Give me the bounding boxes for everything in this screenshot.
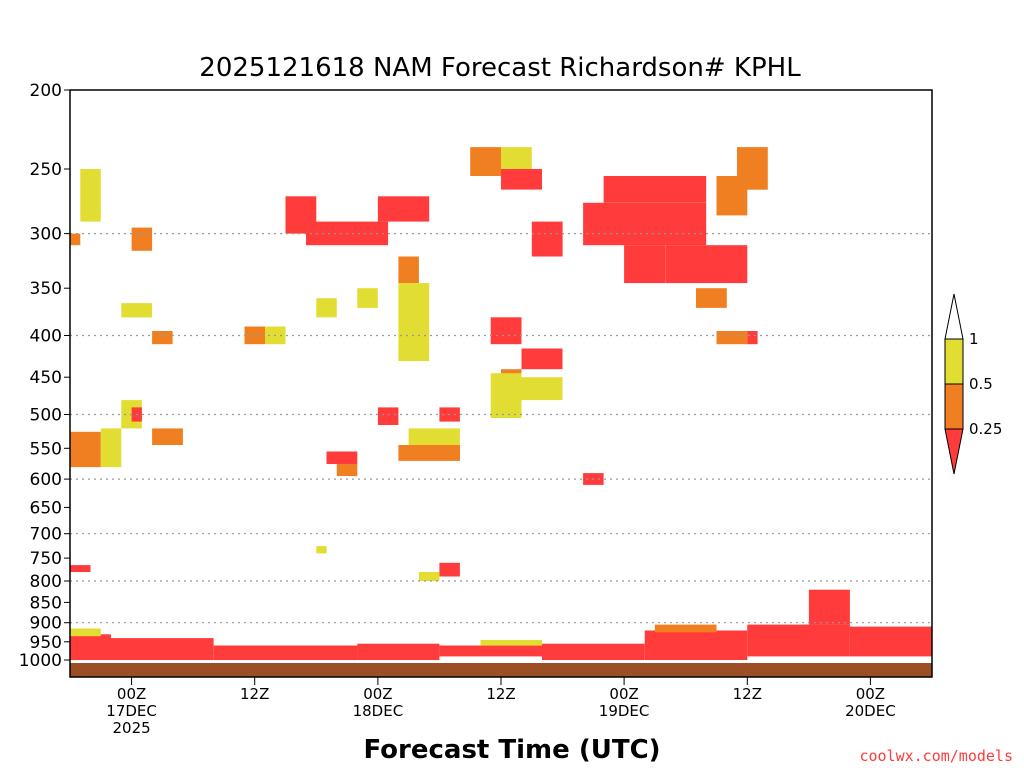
ri-cell-yellow xyxy=(521,377,563,401)
colorbar-bin-yellow xyxy=(944,338,964,385)
y-tick-label: 550 xyxy=(30,439,62,459)
ri-cell-red xyxy=(357,643,440,660)
ri-cell-yellow xyxy=(316,298,337,318)
y-tick-label: 300 xyxy=(30,225,62,245)
ri-cell-orange xyxy=(152,331,173,345)
ri-cell-orange xyxy=(244,326,265,345)
x-tick-label: 2025 xyxy=(113,719,151,737)
ri-cell-yellow xyxy=(357,288,378,308)
y-tick-label: 450 xyxy=(30,368,62,388)
y-tick-label: 400 xyxy=(30,327,62,347)
source-credit[interactable]: coolwx.com/models xyxy=(859,747,1013,765)
ri-cell-red xyxy=(665,245,748,284)
ri-cell-red xyxy=(644,630,748,660)
ri-cell-orange xyxy=(336,464,358,477)
ri-cell-red xyxy=(490,317,522,345)
ri-cell-yellow xyxy=(480,640,543,646)
y-tick-label: 650 xyxy=(30,498,62,518)
ri-cell-yellow xyxy=(70,628,101,637)
y-tick-label: 200 xyxy=(30,81,62,101)
x-tick-label: 18DEC xyxy=(353,702,404,720)
ri-cell-yellow xyxy=(316,546,327,554)
ri-cell-orange xyxy=(654,624,717,633)
y-tick-label: 950 xyxy=(30,633,62,653)
x-tick-label: 00Z xyxy=(609,685,638,703)
ri-cell-red xyxy=(439,645,542,657)
ri-cell-red xyxy=(747,624,850,657)
ri-cell-red xyxy=(326,451,358,464)
colorbar-bottom-arrow xyxy=(944,428,964,475)
ri-cell-red xyxy=(439,562,460,577)
ri-cell-yellow xyxy=(408,428,460,445)
ri-cell-red xyxy=(747,331,758,345)
plot-area xyxy=(70,147,932,677)
ri-cell-orange xyxy=(737,147,768,190)
chart-title: 2025121618 NAM Forecast Richardson# KPHL xyxy=(199,53,801,83)
ri-cell-orange xyxy=(152,428,183,445)
y-tick-label: 250 xyxy=(30,160,62,180)
ri-cell-red xyxy=(70,565,91,572)
y-axis: 200 250 300 350 400 450 500 550 600 650 700 750 8008… xyxy=(19,81,70,671)
x-tick-label: 20DEC xyxy=(845,702,896,720)
ri-cell-red xyxy=(377,407,399,425)
ri-cell-orange xyxy=(70,431,101,468)
x-tick-label: 19DEC xyxy=(599,702,650,720)
y-tick-label: 850 xyxy=(30,593,62,613)
ri-cell-red xyxy=(624,245,666,284)
ri-cell-red xyxy=(849,626,932,657)
ri-cell-orange xyxy=(70,233,81,246)
ri-cell-yellow xyxy=(418,572,440,581)
x-tick-label: 00Z xyxy=(363,685,392,703)
ri-cell-red xyxy=(583,202,707,246)
colorbar-top-arrow xyxy=(944,293,964,340)
ri-cell-yellow xyxy=(121,303,153,318)
x-tick-label: 12Z xyxy=(733,685,762,703)
y-tick-label: 1000 xyxy=(19,651,62,671)
ri-cell-red xyxy=(213,645,358,660)
ri-cell-orange xyxy=(131,227,153,251)
colorbar: 1 0.5 0.25 xyxy=(944,293,1002,475)
x-tick-label: 12Z xyxy=(240,685,269,703)
y-tick-label: 900 xyxy=(30,614,62,634)
ri-cell-red xyxy=(531,221,563,257)
ri-cell-red xyxy=(521,348,563,370)
ri-cell-red xyxy=(70,634,111,660)
ri-cell-red xyxy=(542,643,645,660)
colorbar-label: 1 xyxy=(969,330,979,348)
colorbar-label: 0.5 xyxy=(969,375,993,393)
y-tick-label: 700 xyxy=(30,525,62,545)
colorbar-bin-orange xyxy=(944,383,964,430)
colorbar-label: 0.25 xyxy=(969,420,1002,438)
ri-cell-yellow xyxy=(398,283,430,362)
ri-cell-yellow xyxy=(501,147,532,169)
y-tick-label: 350 xyxy=(30,279,62,299)
x-tick-label: 00Z xyxy=(856,685,885,703)
ri-cell-yellow xyxy=(80,169,101,222)
ri-cell-red xyxy=(111,638,214,660)
ri-cell-red xyxy=(603,176,707,203)
ri-cell-red xyxy=(377,196,430,222)
ri-cell-orange xyxy=(696,288,727,308)
ri-cell-red xyxy=(808,589,850,625)
ri-cell-yellow xyxy=(100,428,122,468)
ri-cell-red xyxy=(285,196,317,234)
y-tick-label: 600 xyxy=(30,470,62,490)
x-tick-label: 12Z xyxy=(486,685,515,703)
gridlines xyxy=(70,233,932,624)
y-tick-label: 800 xyxy=(30,572,62,592)
ri-cell-orange xyxy=(470,147,501,176)
x-tick-label: 00Z xyxy=(117,685,146,703)
ground-band xyxy=(70,663,932,677)
ri-cell-orange xyxy=(398,256,419,284)
y-tick-label: 500 xyxy=(30,406,62,426)
x-tick-label: 17DEC xyxy=(106,702,157,720)
ri-cell-orange xyxy=(716,331,748,345)
y-tick-label: 750 xyxy=(30,549,62,569)
x-axis-title: Forecast Time (UTC) xyxy=(363,735,660,765)
ri-cell-yellow xyxy=(490,373,522,418)
ri-cell-red xyxy=(501,169,542,190)
ri-cell-orange xyxy=(398,445,460,461)
